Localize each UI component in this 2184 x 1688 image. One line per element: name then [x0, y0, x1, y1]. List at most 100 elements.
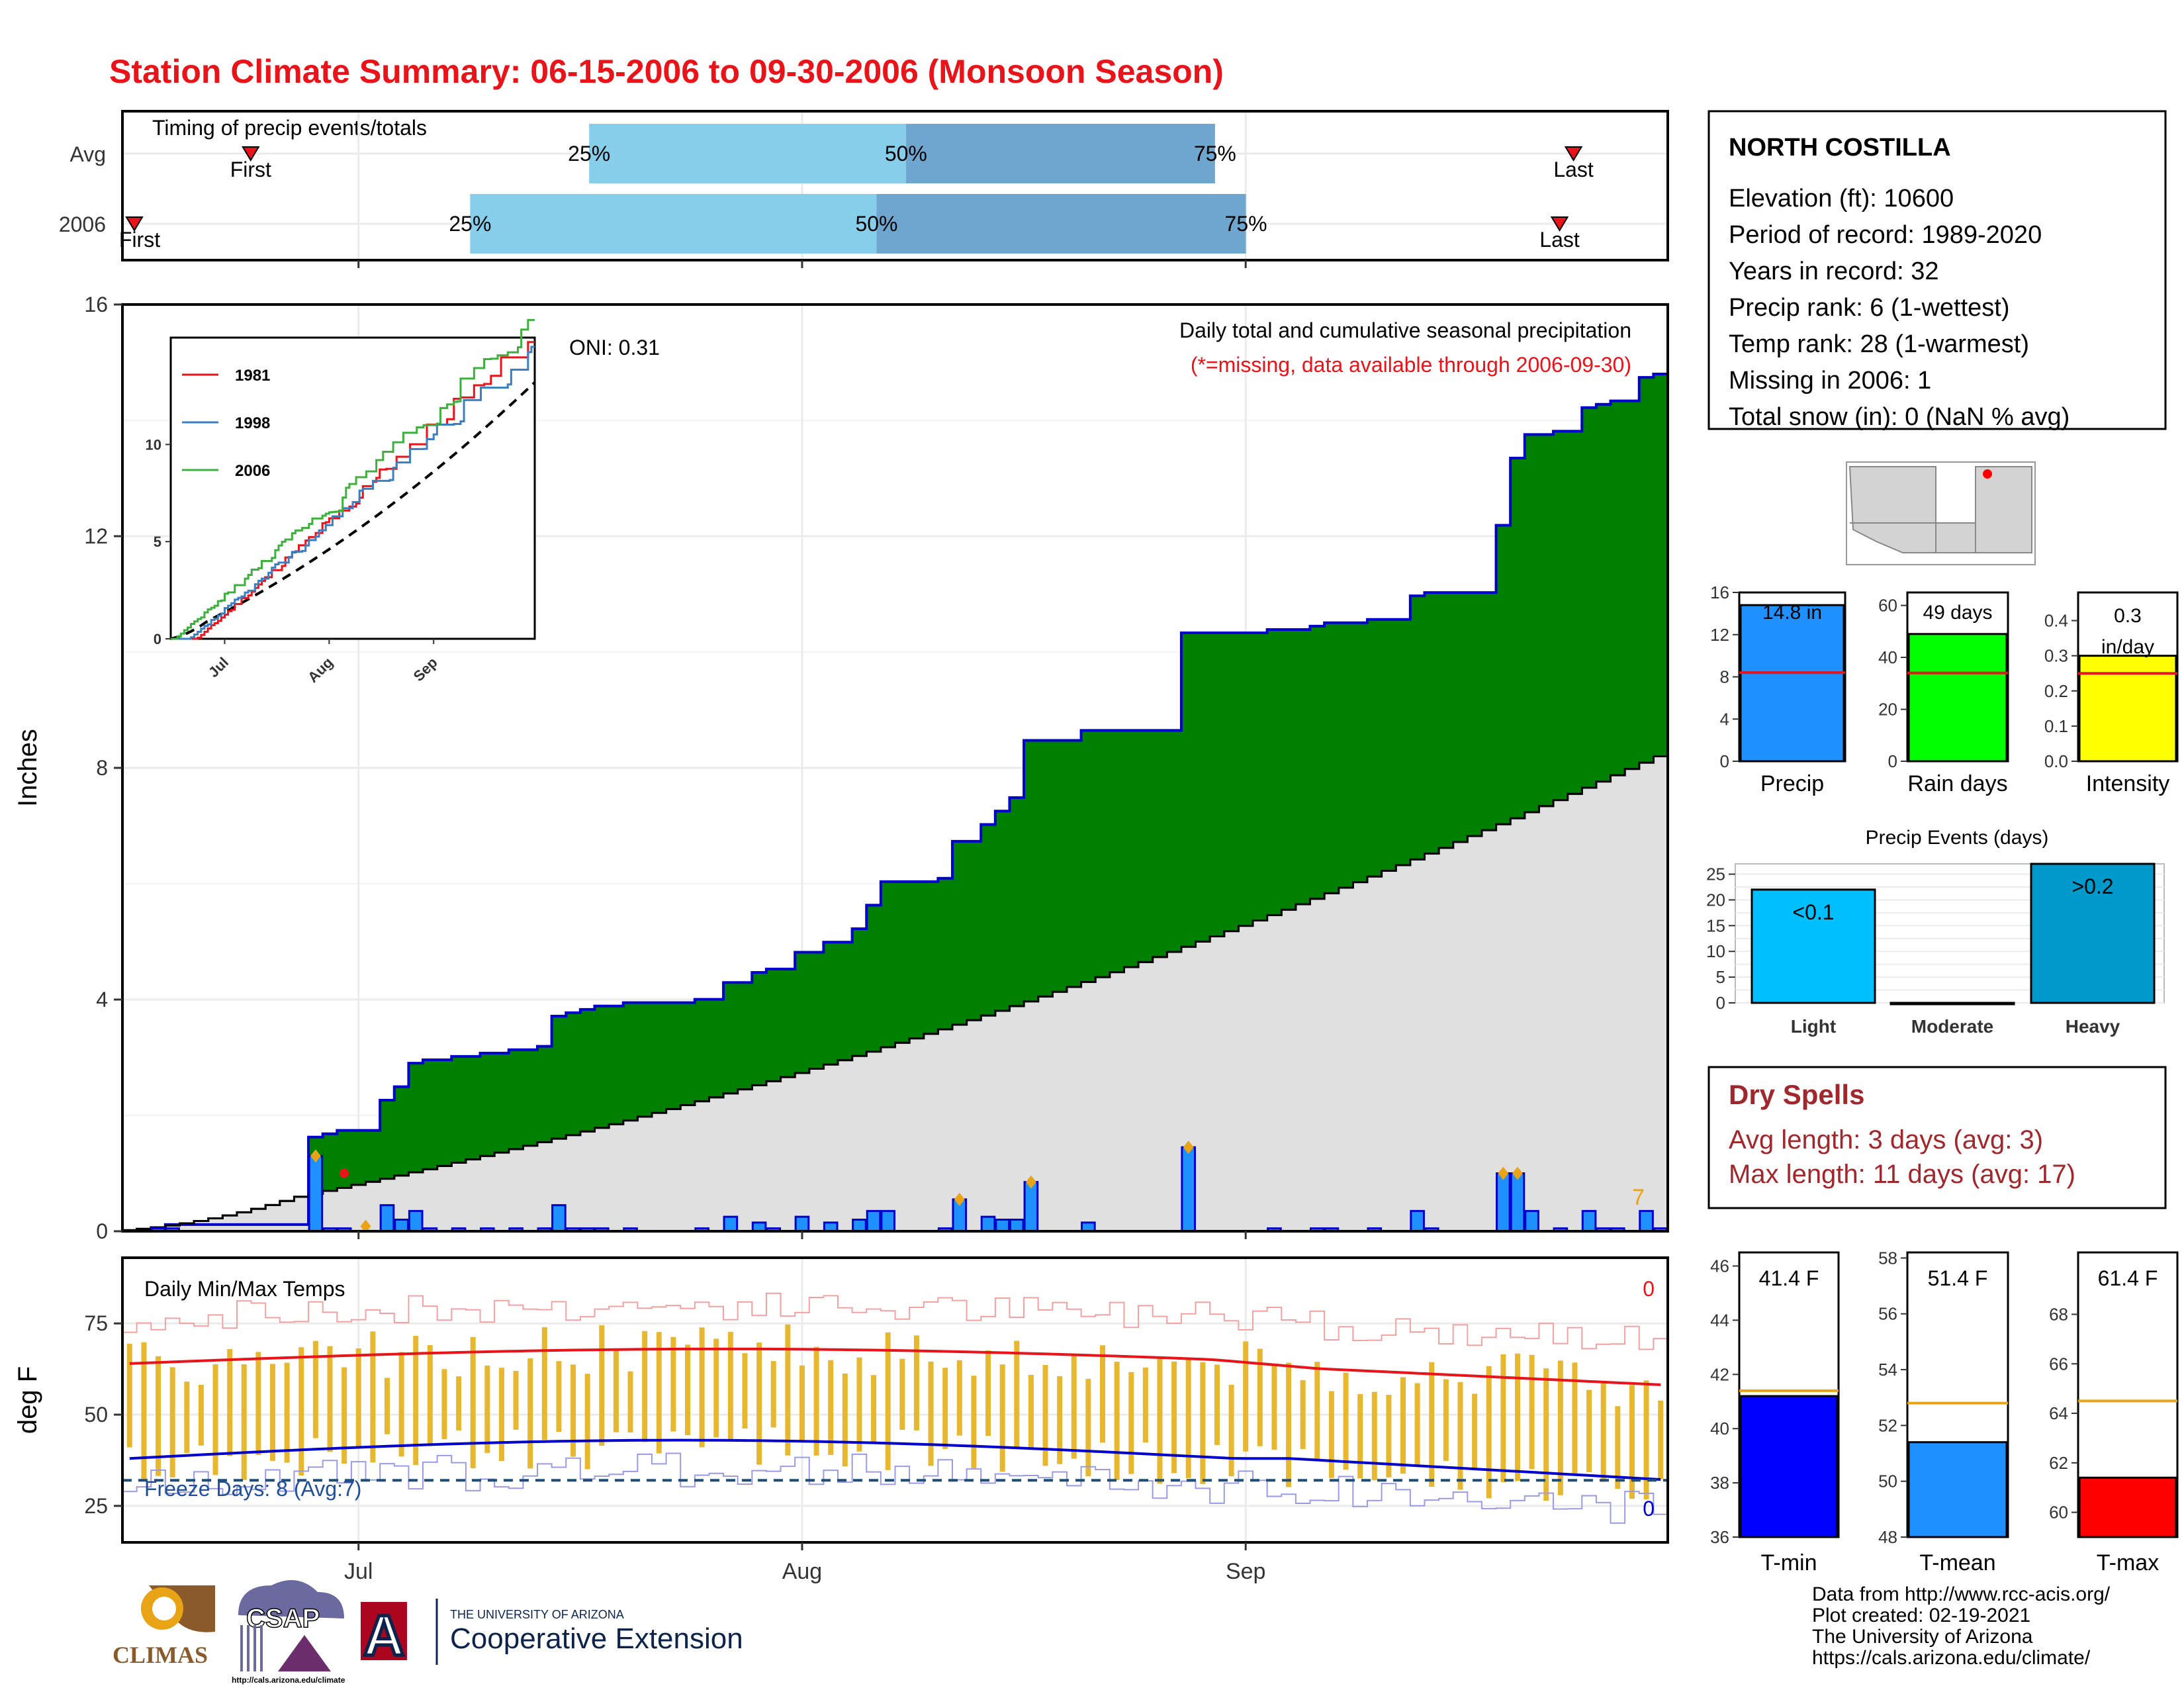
- y-tick-label: 8: [1720, 667, 1729, 687]
- station-name: NORTH COSTILLA: [1729, 134, 1951, 162]
- event-bar-value: <0.1: [1792, 900, 1834, 924]
- temp-bar-label: T-mean: [1919, 1550, 1995, 1575]
- event-bar-label: Heavy: [2066, 1016, 2120, 1037]
- temp-ylabel: deg F: [13, 1366, 42, 1434]
- heavy-event-marker: [1183, 1141, 1194, 1154]
- y-tick-label: 20: [1878, 700, 1897, 720]
- x-tick-label: Sep: [1226, 1559, 1266, 1584]
- y-tick-label: 64: [2049, 1403, 2068, 1423]
- record-max-line: [122, 1292, 1668, 1350]
- y-tick-label: 0: [1716, 993, 1725, 1013]
- summary-bars: 0 4 8 12 16 14.8 in Precip 0 20 40 60 49 days Rain d…: [1710, 583, 2179, 796]
- daily-precip-bar: [794, 1215, 810, 1233]
- summary-bar: [2078, 655, 2177, 763]
- temp-bar-value: 61.4 F: [2098, 1266, 2158, 1290]
- inset-y-tick-label: 5: [154, 534, 161, 550]
- station-line: Elevation (ft): 10600: [1729, 185, 1954, 212]
- oni-label: ONI: 0.31: [569, 336, 660, 359]
- event-bar-value: >0.2: [2071, 874, 2113, 898]
- quartile-label-25: 25%: [449, 212, 491, 236]
- footer-line: Data from http://www.rcc-acis.org/: [1812, 1583, 2111, 1605]
- station-line: Missing in 2006: 1: [1729, 367, 1931, 395]
- y-tick-label: 5: [1716, 967, 1725, 987]
- inset-series-line: [171, 346, 535, 640]
- daily-precip-bar: [308, 1154, 324, 1233]
- y-tick-label: 40: [1878, 647, 1897, 667]
- inset-average-line: [170, 381, 536, 640]
- daily-precip-bar: [1639, 1209, 1654, 1233]
- summary-bar-value: 14.8 in: [1762, 602, 1822, 624]
- y-tick-label: 25: [1706, 865, 1725, 884]
- daily-precip-bar: [852, 1219, 867, 1233]
- daily-precip-bar: [1410, 1209, 1425, 1233]
- quartile-box-lower: [589, 124, 906, 183]
- event-bar-label: Moderate: [1911, 1016, 1993, 1037]
- summary-bar-label: Intensity: [2086, 771, 2170, 796]
- y-tick-label: 15: [1706, 915, 1725, 935]
- y-tick-label: 46: [1710, 1256, 1729, 1276]
- timing-row-label-avg: Avg: [69, 142, 106, 166]
- y-tick-label: 0: [1720, 751, 1729, 771]
- daily-precip-bar: [1524, 1209, 1539, 1233]
- y-tick-label: 50: [84, 1403, 108, 1427]
- precip-events-chart: Precip Events (days) 0 5 10 15 20 25 <0.1 Light…: [1706, 827, 2165, 1037]
- heavy-event-marker: [1512, 1166, 1523, 1180]
- quartile-box-lower: [470, 194, 877, 254]
- y-tick-label: 48: [1878, 1527, 1897, 1547]
- quartile-label-25: 25%: [568, 142, 610, 165]
- summary-bar: [1739, 604, 1845, 763]
- first-event-label: First: [230, 158, 271, 181]
- y-tick-label: 0.2: [2044, 681, 2068, 701]
- y-tick-label: 66: [2049, 1354, 2068, 1374]
- footer-line: https://cals.arizona.edu/climate/: [1812, 1647, 2091, 1669]
- ua-large-text: Cooperative Extension: [450, 1622, 743, 1655]
- footer-line: The University of Arizona: [1812, 1626, 2033, 1648]
- event-bar: [2030, 863, 2156, 1004]
- event-bar: [1751, 888, 1876, 1004]
- last-event-marker: [1550, 216, 1569, 232]
- y-tick-label: 42: [1710, 1364, 1729, 1384]
- freeze-days-label: Freeze Days: 8 (Avg:7): [144, 1477, 361, 1501]
- daily-precip-bar: [1581, 1209, 1597, 1233]
- y-tick-label: 12: [1710, 625, 1729, 645]
- quartile-label-75: 75%: [1194, 142, 1236, 165]
- heavy-event-marker: [1498, 1166, 1509, 1180]
- location-map: [1846, 461, 2036, 565]
- station-line: Total snow (in): 0 (NaN % avg): [1729, 403, 2070, 431]
- y-tick-label: 12: [84, 524, 108, 548]
- csap-logo: CSAP http://cals.arizona.edu/climate: [232, 1580, 345, 1685]
- average-cumulative-line: [121, 755, 1668, 1231]
- daily-precip-bar: [980, 1215, 996, 1233]
- y-tick-label: 4: [96, 988, 108, 1011]
- inset-legend-label: 1998: [235, 414, 270, 432]
- station-line: Years in record: 32: [1729, 258, 1939, 285]
- y-tick-label: 16: [1710, 583, 1729, 602]
- event-bar-label: Light: [1791, 1016, 1836, 1037]
- quartile-label-50: 50%: [855, 212, 897, 236]
- timing-panel: Timing of precip events/totals Avg 2006 …: [59, 110, 1669, 268]
- missing-day-marker: [340, 1168, 349, 1178]
- summary-bar-label: Precip: [1760, 771, 1824, 796]
- min-exceed-count: 0: [1643, 1497, 1655, 1521]
- y-tick-label: 75: [84, 1311, 108, 1335]
- page-title: Station Climate Summary: 06-15-2006 to 0…: [109, 53, 1224, 90]
- precip-events-title: Precip Events (days): [1866, 827, 2049, 849]
- y-tick-label: 54: [1878, 1360, 1897, 1380]
- y-tick-label: 4: [1720, 709, 1729, 729]
- station-line: Period of record: 1989-2020: [1729, 221, 2042, 249]
- temp-summary-bars: 36 38 40 42 44 46 41.4 F T-min 48 50 52 54 56 58 51.4 …: [1710, 1248, 2179, 1575]
- timing-title: Timing of precip events/totals: [152, 116, 427, 140]
- y-tick-label: 20: [1706, 890, 1725, 910]
- station-line: Temp rank: 28 (1-warmest): [1729, 330, 2029, 358]
- temp-bar-label: T-min: [1761, 1550, 1817, 1575]
- y-tick-label: 68: [2049, 1304, 2068, 1324]
- heavy-event-marker: [954, 1192, 965, 1206]
- y-tick-label: 44: [1710, 1310, 1729, 1330]
- daily-precip-bar: [723, 1215, 739, 1233]
- dry-spells-avg: Avg length: 3 days (avg: 3): [1729, 1125, 2043, 1154]
- daily-precip-bar: [379, 1204, 395, 1233]
- y-tick-label: 8: [96, 756, 108, 780]
- average-max-line: [129, 1347, 1661, 1386]
- inset-legend-label: 2006: [235, 462, 270, 480]
